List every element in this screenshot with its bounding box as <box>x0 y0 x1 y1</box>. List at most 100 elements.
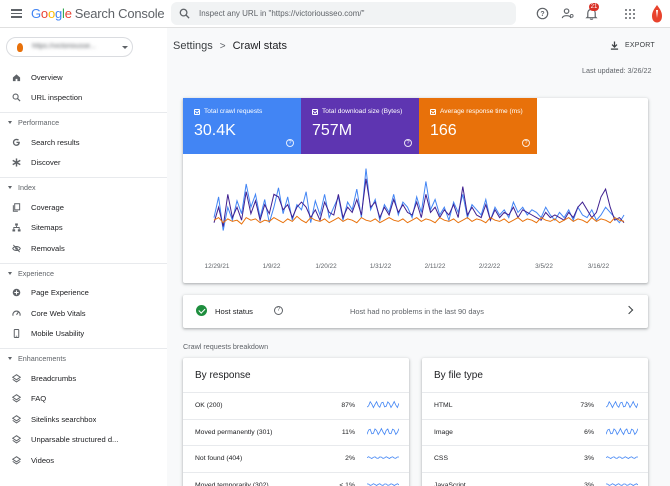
sidebar-section-enhancements[interactable]: Enhancements <box>0 348 167 368</box>
breakdown-section-label: Crawl requests breakdown <box>183 342 269 351</box>
sidebar-item-sitelinks-searchbox[interactable]: Sitelinks searchbox <box>0 409 167 430</box>
metric-value: 166 <box>430 122 457 139</box>
property-favicon-icon <box>17 43 23 52</box>
x-tick-label: 3/16/22 <box>588 263 610 270</box>
host-status-card[interactable]: Host status ? Host had no problems in th… <box>183 295 648 328</box>
x-tick-label: 12/29/21 <box>205 263 230 270</box>
breakdown-row-percent: 3% <box>584 481 594 486</box>
breakdown-row[interactable]: Image 6% <box>422 418 648 445</box>
speed-icon <box>12 310 21 316</box>
sidebar-item-label: Coverage <box>31 202 64 212</box>
search-icon <box>179 8 190 19</box>
host-status-title: Host status <box>215 307 253 316</box>
sidebar-item-core-web-vitals[interactable]: Core Web Vitals <box>0 303 167 324</box>
sidebar-item-label: Search results <box>31 137 80 147</box>
manage-users-icon[interactable] <box>561 7 574 20</box>
sidebar-item-label: Page Experience <box>31 288 89 298</box>
sidebar-item-faq[interactable]: FAQ <box>0 389 167 410</box>
collapse-caret-icon <box>8 121 12 124</box>
series-line-2 <box>213 215 625 225</box>
sidebar-item-discover[interactable]: Discover <box>0 153 167 174</box>
sidebar-item-coverage[interactable]: Coverage <box>0 197 167 218</box>
sidebar-item-page-experience[interactable]: Page Experience <box>0 283 167 304</box>
breakdown-row-label: CSS <box>434 455 448 462</box>
help-icon[interactable]: ? <box>522 139 530 147</box>
host-status-message: Host had no problems in the last 90 days <box>350 307 484 316</box>
sidebar-item-mobile-usability[interactable]: Mobile Usability <box>0 324 167 345</box>
breakdown-row[interactable]: Moved permanently (301) 11% <box>183 418 409 445</box>
help-icon[interactable]: ? <box>286 139 294 147</box>
x-tick-label: 1/9/22 <box>263 263 281 270</box>
breakdown-row-percent: 11% <box>341 428 355 436</box>
sidebar-section-experience[interactable]: Experience <box>0 262 167 283</box>
collapse-caret-icon <box>8 186 12 189</box>
breakdown-row-percent: 73% <box>580 402 594 409</box>
checkbox-checked-icon[interactable] <box>312 108 318 115</box>
sidebar-item-label: FAQ <box>31 394 47 404</box>
help-icon[interactable]: ? <box>404 139 412 147</box>
breakdown-row[interactable]: Not found (404) 2% <box>183 445 409 471</box>
breadcrumb-parent-link[interactable]: Settings <box>173 40 213 52</box>
hamburger-menu-icon[interactable] <box>11 9 22 18</box>
apps-grid-icon[interactable] <box>625 9 635 19</box>
x-tick-label: 3/5/22 <box>535 263 553 270</box>
sidebar-section-label: Experience <box>18 268 54 278</box>
search-input[interactable] <box>199 6 499 21</box>
breakdown-row[interactable]: Moved temporarily (302) < 1% <box>183 471 409 486</box>
sidebar-section-label: Index <box>18 183 36 192</box>
crawl-stats-line-chart[interactable]: 12/29/21 1/9/22 1/20/22 1/31/22 2/11/22 2/22/… <box>183 154 648 283</box>
property-selector[interactable]: https://victoriousse... <box>6 37 133 57</box>
by-file-type-card: By file type HTML 73% Image 6% CSS 3% JavaScri… <box>422 358 648 486</box>
sidebar-section-index[interactable]: Index <box>0 177 167 197</box>
help-icon[interactable]: ? <box>536 7 549 20</box>
sidebar-item-label: Sitelinks searchbox <box>31 414 97 424</box>
metric-tile-average-response-time[interactable]: Average response time (ms) 166 ? <box>419 98 537 154</box>
sidebar-item-search-results[interactable]: Search results <box>0 132 167 153</box>
layers-icon <box>12 455 21 465</box>
card-title: By file type <box>434 370 483 381</box>
breakdown-row-percent: < 1% <box>339 481 355 486</box>
breakdown-row[interactable]: JavaScript 3% <box>422 471 648 486</box>
breakdown-row[interactable]: CSS 3% <box>422 445 648 471</box>
row-sparkline <box>367 456 399 459</box>
metric-value: 30.4K <box>194 122 236 139</box>
layers-icon <box>12 414 21 424</box>
sidebar-section-label: Enhancements <box>18 354 66 363</box>
breadcrumb-separator: > <box>219 41 226 52</box>
notification-count-badge: 21 <box>589 3 599 11</box>
sitemap-icon <box>12 223 21 232</box>
sidebar-item-label: Unparsable structured d... <box>31 435 119 445</box>
checkbox-checked-icon[interactable] <box>430 108 436 115</box>
help-icon[interactable]: ? <box>274 306 283 315</box>
crawl-stats-chart-card: Total crawl requests 30.4K ? Total downl… <box>183 98 648 283</box>
breakdown-row-percent: 3% <box>584 455 594 462</box>
breakdown-row[interactable]: HTML 73% <box>422 392 648 418</box>
sidebar-item-overview[interactable]: Overview <box>0 67 167 88</box>
home-icon <box>12 74 21 81</box>
file-copy-icon <box>12 202 21 212</box>
download-icon <box>610 41 619 50</box>
sidebar-item-url-inspection[interactable]: URL inspection <box>0 88 167 109</box>
sidebar-item-removals[interactable]: Removals <box>0 238 167 259</box>
account-avatar[interactable] <box>648 4 666 24</box>
sidebar-item-unparsable-structured-d[interactable]: Unparsable structured d... <box>0 430 167 451</box>
url-inspection-search[interactable] <box>171 2 516 25</box>
metric-tile-total-crawl-requests[interactable]: Total crawl requests 30.4K ? <box>183 98 301 154</box>
collapse-caret-icon <box>8 357 12 360</box>
sidebar-item-sitemaps[interactable]: Sitemaps <box>0 218 167 239</box>
breakdown-row[interactable]: OK (200) 87% <box>183 392 409 418</box>
sidebar-nav: Overview URL inspection Performance Search … <box>0 67 167 471</box>
x-tick-label: 1/20/22 <box>315 263 337 270</box>
sidebar-item-videos[interactable]: Videos <box>0 450 167 471</box>
breakdown-row-label: OK (200) <box>195 402 223 409</box>
chevron-right-icon[interactable] <box>624 305 634 315</box>
search-console-logo[interactable]: Google Search Console <box>31 6 165 21</box>
checkbox-checked-icon[interactable] <box>194 108 200 115</box>
sidebar-item-breadcrumbs[interactable]: Breadcrumbs <box>0 368 167 389</box>
sidebar-section-performance[interactable]: Performance <box>0 112 167 132</box>
layers-icon <box>12 394 21 403</box>
breakdown-row-label: JavaScript <box>434 481 466 486</box>
metric-tile-total-download-size[interactable]: Total download size (Bytes) 757M ? <box>301 98 419 154</box>
export-button[interactable]: EXPORT <box>610 41 655 50</box>
row-sparkline <box>367 400 399 409</box>
